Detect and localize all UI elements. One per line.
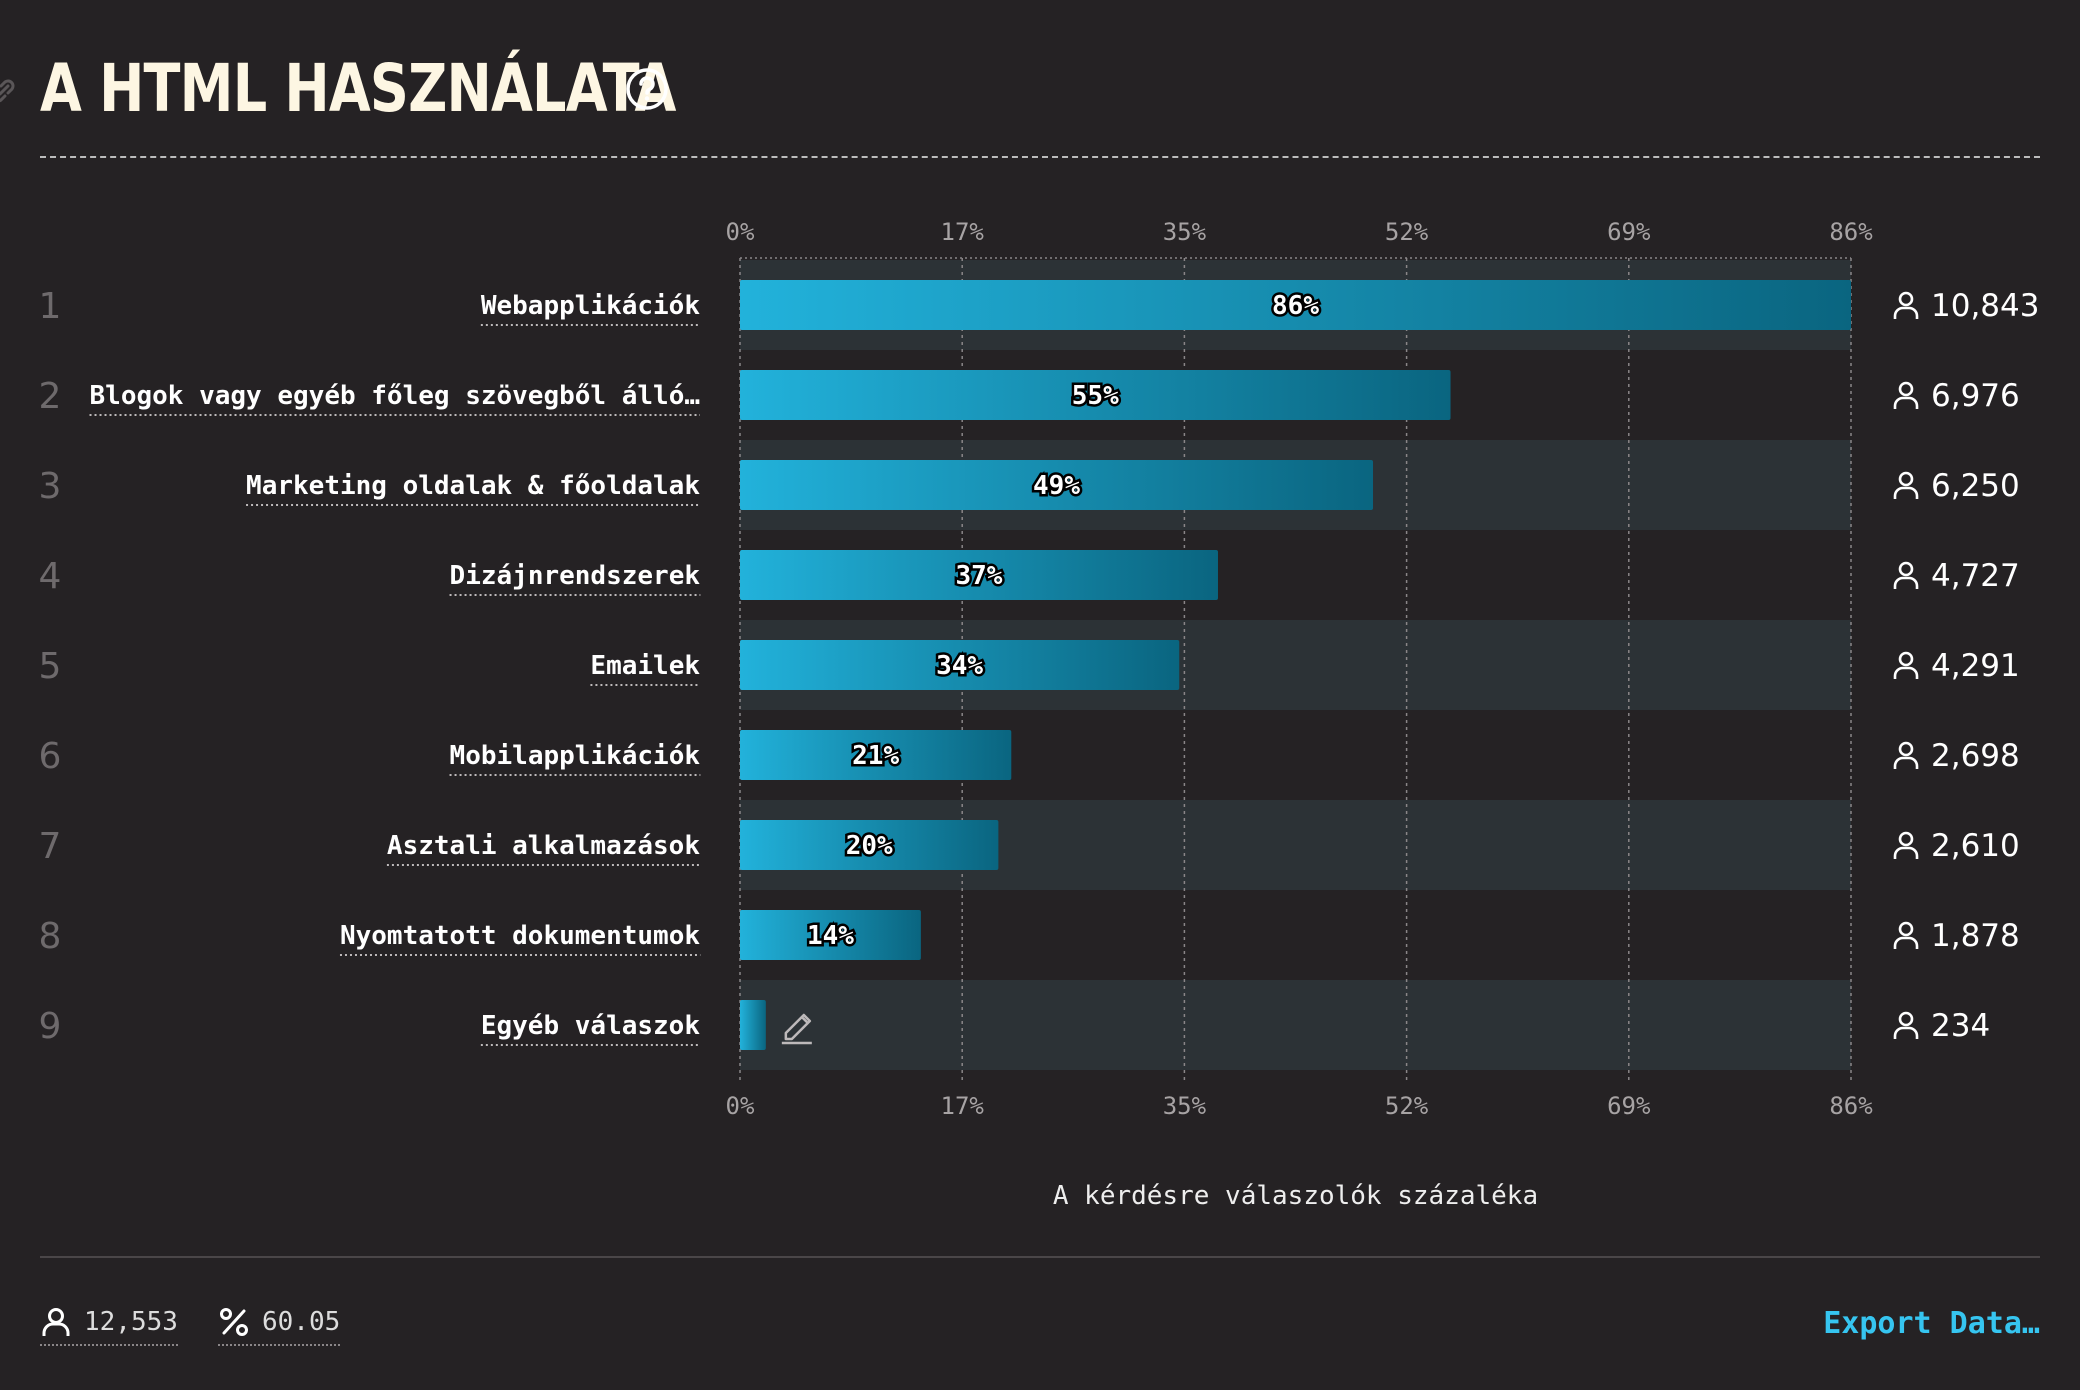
bar-value-label: 86% (1272, 291, 1319, 321)
rank-number: 3 (39, 466, 62, 507)
respondent-count: 2,610 (1931, 828, 2020, 864)
bar[interactable] (740, 730, 1012, 780)
respondent-count: 2,698 (1931, 738, 2020, 774)
bar-value-label: 37% (956, 561, 1003, 591)
x-tick-label-bottom: 0% (726, 1092, 755, 1120)
respondent-count: 6,976 (1931, 378, 2020, 414)
page-title: A HTML HASZNÁLATA (40, 50, 676, 127)
x-tick-label-top: 69% (1607, 218, 1651, 246)
category-label[interactable]: Dizájnrendszerek (450, 561, 701, 591)
user-icon (1893, 561, 1919, 589)
respondent-count: 4,727 (1931, 558, 2020, 594)
category-label[interactable]: Emailek (590, 651, 700, 681)
category-label[interactable]: Marketing oldalak & főoldalak (246, 471, 700, 501)
rank-number: 6 (39, 736, 62, 777)
category-label[interactable]: Mobilapplikációk (450, 741, 701, 771)
bar-value-label: 55% (1072, 381, 1119, 411)
category-label[interactable]: Webapplikációk (481, 291, 700, 321)
title-divider (40, 156, 2040, 158)
footer-divider (40, 1256, 2040, 1258)
rank-number: 2 (39, 376, 62, 417)
bar-value-label: 49% (1033, 471, 1080, 501)
row-band (740, 980, 1851, 1070)
percentage-value: 60.05 (262, 1307, 341, 1337)
respondent-count: 10,843 (1931, 288, 2039, 324)
x-tick-label-top: 0% (726, 218, 755, 246)
respondents-stat[interactable]: 12,553 (40, 1306, 178, 1346)
percentage-stat[interactable]: 60.05 (218, 1306, 341, 1346)
x-tick-label-top: 52% (1385, 218, 1429, 246)
user-icon (42, 1308, 70, 1336)
category-label[interactable]: Blogok vagy egyéb főleg szövegből álló… (90, 381, 700, 411)
x-tick-label-top: 17% (941, 218, 985, 246)
chart: 0% 0% 17% 17% 35% 35% 52% 52% 69% 69% 86% 86% 1 Webap… (39, 218, 2040, 1211)
user-icon (1893, 291, 1919, 319)
x-tick-label-bottom: 86% (1829, 1092, 1873, 1120)
bar[interactable] (740, 550, 1218, 600)
bar[interactable] (740, 280, 1851, 330)
help-icon[interactable] (624, 66, 670, 112)
respondent-count: 4,291 (1931, 648, 2020, 684)
respondent-count: 1,878 (1931, 918, 2020, 954)
x-tick-label-bottom: 52% (1385, 1092, 1429, 1120)
x-axis-title: A kérdésre válaszolók százaléka (1053, 1181, 1538, 1211)
user-icon (1893, 651, 1919, 679)
bar[interactable] (740, 640, 1180, 690)
user-icon (1893, 471, 1919, 499)
rank-number: 5 (39, 646, 62, 687)
bar[interactable] (740, 820, 999, 870)
bar-value-label: 21% (852, 741, 899, 771)
rank-number: 9 (39, 1006, 62, 1047)
category-label[interactable]: Asztali alkalmazások (387, 831, 700, 861)
percent-icon (220, 1308, 248, 1336)
x-tick-label-top: 35% (1163, 218, 1207, 246)
bar-value-label: 34% (936, 651, 983, 681)
x-tick-label-bottom: 35% (1163, 1092, 1207, 1120)
respondents-count: 12,553 (84, 1307, 178, 1337)
bar[interactable] (740, 370, 1451, 420)
respondent-count: 6,250 (1931, 468, 2020, 504)
category-label[interactable]: Nyomtatott dokumentumok (340, 921, 700, 951)
bar[interactable] (740, 910, 921, 960)
user-icon (1893, 1011, 1919, 1039)
respondent-count: 234 (1931, 1008, 1990, 1044)
rank-number: 4 (39, 556, 62, 597)
rank-number: 1 (39, 286, 62, 327)
user-icon (1893, 921, 1919, 949)
x-tick-label-bottom: 69% (1607, 1092, 1651, 1120)
rank-number: 8 (39, 916, 62, 957)
user-icon (1893, 831, 1919, 859)
user-icon (1893, 381, 1919, 409)
category-label[interactable]: Egyéb válaszok (481, 1011, 700, 1041)
pencil-icon[interactable] (781, 1013, 812, 1045)
bar[interactable] (740, 460, 1374, 510)
user-icon (1893, 741, 1919, 769)
bar-value-label: 14% (807, 921, 854, 951)
bar-value-label: 20% (846, 831, 893, 861)
x-tick-label-bottom: 17% (941, 1092, 985, 1120)
x-tick-label-top: 86% (1829, 218, 1873, 246)
rank-number: 7 (39, 826, 62, 867)
bar[interactable] (740, 1000, 766, 1050)
export-data-link[interactable]: Export Data… (1823, 1306, 2040, 1341)
link-icon[interactable] (0, 74, 20, 108)
